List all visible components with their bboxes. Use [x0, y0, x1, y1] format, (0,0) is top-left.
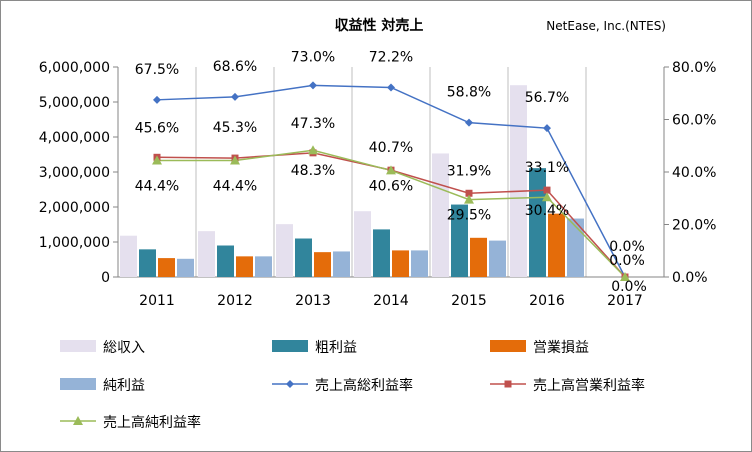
- right-tick-label: 60.0%: [672, 113, 716, 129]
- data-label: 72.2%: [369, 49, 413, 65]
- data-label: 58.8%: [447, 85, 491, 101]
- right-tick-label: 40.0%: [672, 165, 716, 181]
- left-tick-label: 0: [101, 270, 110, 286]
- line-point-marker: [465, 118, 473, 127]
- bar: [411, 250, 428, 277]
- legend-label: 総収入: [103, 340, 145, 356]
- data-label: 45.3%: [213, 120, 257, 136]
- data-label: 44.4%: [135, 178, 179, 194]
- bar: [236, 256, 253, 277]
- line-point-marker: [386, 165, 396, 175]
- x-tick-label: 2012: [217, 293, 253, 309]
- line-point-marker: [543, 186, 551, 194]
- bar: [158, 258, 175, 277]
- bar: [333, 251, 350, 277]
- legend-swatch: [60, 340, 96, 352]
- x-tick-label: 2015: [451, 293, 487, 309]
- bar: [510, 85, 527, 277]
- line-point-marker: [504, 380, 512, 388]
- bar: [198, 231, 215, 277]
- bar: [295, 238, 312, 277]
- legend-swatch: [272, 340, 308, 352]
- legend-label: 売上高純利益率: [103, 414, 201, 431]
- data-label: 0.0%: [609, 253, 645, 269]
- line-point-marker: [230, 155, 240, 165]
- chart-subtitle: NetEase, Inc.(NTES): [546, 19, 666, 33]
- bar: [451, 204, 468, 277]
- data-label: 0.0%: [609, 239, 645, 255]
- left-tick-label: 3,000,000: [39, 165, 110, 181]
- bar: [314, 252, 331, 277]
- line-point-marker: [309, 81, 317, 90]
- data-label: 68.6%: [213, 59, 257, 75]
- x-tick-label: 2013: [295, 293, 331, 309]
- right-tick-label: 20.0%: [672, 218, 716, 234]
- bar: [354, 211, 371, 277]
- line-point-marker: [308, 145, 318, 155]
- data-label: 0.0%: [611, 279, 647, 295]
- data-label: 45.6%: [135, 120, 179, 136]
- data-label: 47.3%: [291, 116, 335, 132]
- data-label: 40.7%: [369, 140, 413, 156]
- x-tick-label: 2011: [139, 293, 175, 309]
- data-label: 31.9%: [447, 163, 491, 179]
- data-label: 56.7%: [525, 90, 569, 106]
- data-label: 30.4%: [525, 203, 569, 219]
- left-tick-label: 6,000,000: [39, 60, 110, 76]
- x-tick-label: 2017: [607, 293, 643, 309]
- bar: [139, 249, 156, 277]
- line-point-marker: [464, 194, 474, 204]
- data-label: 29.5%: [447, 208, 491, 224]
- bar: [255, 256, 272, 277]
- line-point-marker: [73, 416, 83, 425]
- line-point-marker: [542, 192, 552, 202]
- line-point-marker: [465, 189, 473, 197]
- data-label: 48.3%: [291, 163, 335, 179]
- left-tick-label: 1,000,000: [39, 235, 110, 251]
- bar: [276, 224, 293, 277]
- data-label: 33.1%: [525, 160, 569, 176]
- legend-label: 売上高総利益率: [315, 377, 413, 394]
- right-tick-label: 80.0%: [672, 60, 716, 76]
- line-point-marker: [543, 124, 551, 133]
- data-label: 40.6%: [369, 178, 413, 194]
- line-point-marker: [620, 272, 630, 281]
- line-point-marker: [152, 155, 162, 165]
- legend-label: 粗利益: [315, 340, 357, 356]
- bar: [177, 258, 194, 277]
- legend-label: 純利益: [103, 378, 145, 394]
- left-tick-label: 5,000,000: [39, 95, 110, 111]
- bar: [529, 168, 546, 277]
- x-tick-label: 2016: [529, 293, 565, 309]
- legend-swatch: [60, 378, 96, 390]
- data-label: 73.0%: [291, 49, 335, 65]
- data-label: 67.5%: [135, 62, 179, 78]
- bar: [217, 245, 234, 277]
- bar: [392, 250, 409, 277]
- bar: [567, 218, 584, 277]
- line-point-marker: [153, 95, 161, 104]
- left-tick-label: 2,000,000: [39, 200, 110, 216]
- bar: [470, 237, 487, 277]
- right-tick-label: 0.0%: [672, 270, 708, 286]
- x-tick-label: 2014: [373, 293, 409, 309]
- line-point-marker: [387, 83, 395, 92]
- left-tick-label: 4,000,000: [39, 130, 110, 146]
- bar: [120, 235, 137, 277]
- bar: [489, 240, 506, 277]
- bar: [373, 229, 390, 277]
- line-point-marker: [286, 380, 294, 388]
- legend-swatch: [490, 340, 526, 352]
- legend-label: 営業損益: [533, 340, 589, 356]
- line-point-marker: [231, 92, 239, 101]
- data-label: 44.4%: [213, 178, 257, 194]
- bar: [548, 213, 565, 277]
- legend-label: 売上高営業利益率: [533, 377, 645, 394]
- chart-title: 収益性 対売上: [335, 17, 424, 34]
